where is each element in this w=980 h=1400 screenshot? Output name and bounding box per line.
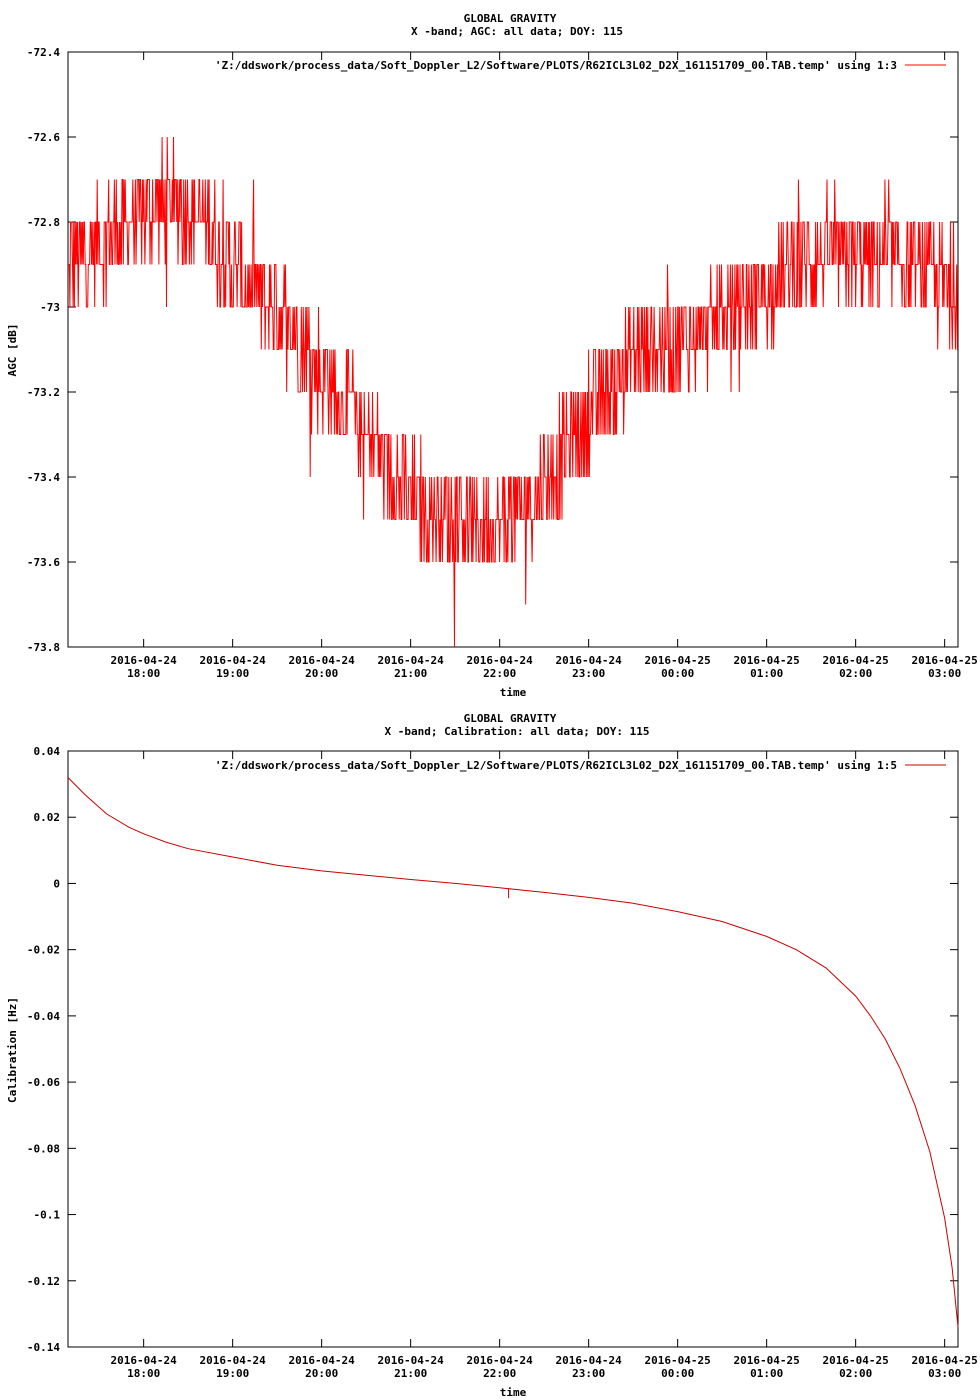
x-tick-date: 2016-04-24 bbox=[111, 1354, 178, 1367]
x-tick-time: 01:00 bbox=[750, 1367, 783, 1380]
x-axis-label: time bbox=[500, 686, 527, 699]
x-axis-ticks: 2016-04-2418:002016-04-2419:002016-04-24… bbox=[111, 751, 978, 1380]
y-tick-label: -73.8 bbox=[27, 641, 60, 654]
x-tick-date: 2016-04-24 bbox=[467, 1354, 534, 1367]
x-tick-time: 22:00 bbox=[483, 1367, 516, 1380]
y-axis-ticks: 0.04 0.02 0 -0.02 -0.04 -0.06 -0.08 -0.1 -0.12 -0… bbox=[27, 745, 958, 1354]
x-tick-time: 03:00 bbox=[928, 1367, 961, 1380]
y-tick-label: -0.02 bbox=[27, 944, 60, 957]
y-tick-label: -72.4 bbox=[27, 46, 60, 59]
y-tick-label: 0 bbox=[53, 877, 60, 890]
calibration-chart: GLOBAL GRAVITY X -band; Calibration: all… bbox=[6, 712, 978, 1399]
x-tick-date: 2016-04-24 bbox=[556, 654, 623, 667]
y-tick-label: -0.1 bbox=[34, 1209, 61, 1222]
y-tick-label: 0.04 bbox=[34, 745, 61, 758]
x-tick-date: 2016-04-25 bbox=[734, 654, 800, 667]
y-tick-label: -73.2 bbox=[27, 386, 60, 399]
x-tick-time: 03:00 bbox=[928, 667, 961, 680]
x-tick-date: 2016-04-24 bbox=[378, 1354, 445, 1367]
y-tick-label: -72.6 bbox=[27, 131, 60, 144]
x-tick-time: 20:00 bbox=[305, 1367, 338, 1380]
y-axis-label: AGC [dB] bbox=[6, 324, 19, 377]
agc-chart: GLOBAL GRAVITY X -band; AGC: all data; D… bbox=[6, 12, 978, 699]
plot-frame bbox=[67, 51, 959, 648]
x-tick-time: 21:00 bbox=[394, 1367, 427, 1380]
x-tick-time: 02:00 bbox=[839, 667, 872, 680]
plot-frame bbox=[67, 750, 959, 1348]
chart-title: GLOBAL GRAVITY bbox=[464, 12, 557, 25]
x-axis-label: time bbox=[500, 1386, 527, 1399]
x-tick-date: 2016-04-24 bbox=[200, 654, 267, 667]
x-tick-date: 2016-04-25 bbox=[823, 654, 889, 667]
x-tick-date: 2016-04-25 bbox=[823, 1354, 889, 1367]
y-tick-label: -0.14 bbox=[27, 1341, 60, 1354]
y-tick-label: -0.06 bbox=[27, 1076, 60, 1089]
x-tick-time: 23:00 bbox=[572, 667, 605, 680]
x-tick-time: 00:00 bbox=[661, 1367, 694, 1380]
x-tick-time: 01:00 bbox=[750, 667, 783, 680]
chart-title: GLOBAL GRAVITY bbox=[464, 712, 557, 725]
x-tick-time: 18:00 bbox=[127, 667, 160, 680]
x-tick-date: 2016-04-25 bbox=[645, 654, 711, 667]
agc-series bbox=[68, 136, 958, 648]
x-tick-time: 02:00 bbox=[839, 1367, 872, 1380]
calibration-series bbox=[67, 777, 959, 1328]
x-tick-date: 2016-04-24 bbox=[289, 1354, 356, 1367]
y-tick-label: -0.12 bbox=[27, 1275, 60, 1288]
x-tick-date: 2016-04-24 bbox=[556, 1354, 623, 1367]
x-tick-date: 2016-04-24 bbox=[378, 654, 445, 667]
legend-label: 'Z:/ddswork/process_data/Soft_Doppler_L2… bbox=[215, 59, 897, 72]
y-tick-label: -0.08 bbox=[27, 1142, 60, 1155]
y-tick-label: -73 bbox=[40, 301, 60, 314]
y-tick-label: -0.04 bbox=[27, 1010, 60, 1023]
x-tick-time: 00:00 bbox=[661, 667, 694, 680]
x-tick-time: 23:00 bbox=[572, 1367, 605, 1380]
y-tick-label: 0.02 bbox=[34, 811, 61, 824]
y-tick-label: -73.4 bbox=[27, 471, 60, 484]
x-tick-time: 18:00 bbox=[127, 1367, 160, 1380]
x-tick-date: 2016-04-24 bbox=[200, 1354, 267, 1367]
x-tick-time: 22:00 bbox=[483, 667, 516, 680]
y-axis-label: Calibration [Hz] bbox=[6, 997, 19, 1103]
x-tick-time: 21:00 bbox=[394, 667, 427, 680]
calibration-line bbox=[67, 777, 959, 1328]
legend-label: 'Z:/ddswork/process_data/Soft_Doppler_L2… bbox=[215, 759, 897, 772]
agc-line bbox=[68, 136, 958, 648]
x-tick-date: 2016-04-24 bbox=[467, 654, 534, 667]
x-tick-date: 2016-04-25 bbox=[912, 654, 978, 667]
y-tick-label: -73.6 bbox=[27, 556, 60, 569]
x-tick-time: 19:00 bbox=[216, 667, 249, 680]
x-tick-date: 2016-04-25 bbox=[645, 1354, 711, 1367]
x-tick-date: 2016-04-25 bbox=[912, 1354, 978, 1367]
x-tick-date: 2016-04-24 bbox=[111, 654, 178, 667]
chart-subtitle: X -band; AGC: all data; DOY: 115 bbox=[411, 25, 623, 38]
x-tick-time: 19:00 bbox=[216, 1367, 249, 1380]
x-tick-date: 2016-04-25 bbox=[734, 1354, 800, 1367]
x-axis-ticks: 2016-04-2418:002016-04-2419:002016-04-24… bbox=[111, 52, 978, 680]
y-tick-label: -72.8 bbox=[27, 216, 60, 229]
x-tick-date: 2016-04-24 bbox=[289, 654, 356, 667]
x-tick-time: 20:00 bbox=[305, 667, 338, 680]
y-axis-ticks: -72.4 -72.6 -72.8 -73 -73.2 -73.4 -73.6 -73.8 bbox=[27, 46, 958, 654]
chart-subtitle: X -band; Calibration: all data; DOY: 115 bbox=[385, 725, 650, 738]
